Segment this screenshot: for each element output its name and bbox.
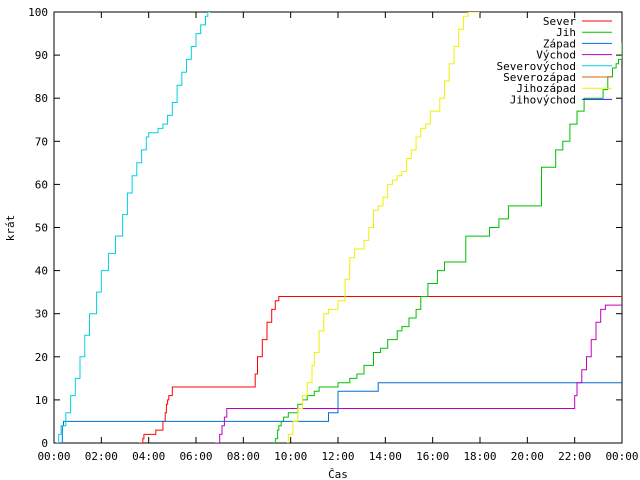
x-tick-label: 08:00 [227,450,260,463]
x-tick-label: 00:00 [605,450,638,463]
x-axis: 00:00 02:00 04:00 06:00 08:00 10:00 12:00 14:00… [37,12,639,463]
legend: SeverJihZápadVýchodSeverovýchodSeverozáp… [497,15,612,106]
legend-label: Severovýchod [497,60,576,73]
y-tick-label: 0 [41,437,48,450]
x-tick-label: 16:00 [416,450,449,463]
y-tick-label: 60 [35,178,48,191]
series-lines [56,12,622,443]
x-tick-label: 00:00 [37,450,70,463]
x-tick-label: 22:00 [558,450,591,463]
series-line-3 [214,304,622,443]
y-axis: 0 10 20 30 40 50 60 70 80 90 100 [28,6,622,450]
x-tick-label: 20:00 [511,450,544,463]
series-line-4 [56,12,211,443]
y-tick-label: 90 [35,49,48,62]
y-tick-label: 70 [35,135,48,148]
legend-label: Jihozápad [516,82,576,95]
y-tick-label: 10 [35,394,48,407]
y-tick-label: 40 [35,265,48,278]
legend-label: Severozápad [503,71,576,84]
x-tick-label: 18:00 [463,450,496,463]
x-tick-label: 02:00 [85,450,118,463]
legend-label: Jihovýchod [510,93,576,106]
y-axis-label: krát [4,215,17,242]
legend-label: Sever [543,15,576,28]
series-line-6 [287,12,480,443]
x-tick-label: 14:00 [369,450,402,463]
x-tick-label: 12:00 [321,450,354,463]
y-tick-label: 50 [35,222,48,235]
y-tick-label: 100 [28,6,48,19]
x-tick-label: 06:00 [179,450,212,463]
series-line-1 [274,42,622,443]
legend-label: Východ [536,49,576,62]
legend-label: Západ [543,37,576,50]
y-tick-label: 30 [35,308,48,321]
x-axis-label: Čas [328,468,348,480]
x-tick-label: 04:00 [132,450,165,463]
legend-label: Jih [556,26,576,39]
y-tick-label: 80 [35,92,48,105]
series-line-0 [139,296,622,443]
x-tick-label: 10:00 [274,450,307,463]
y-tick-label: 20 [35,351,48,364]
